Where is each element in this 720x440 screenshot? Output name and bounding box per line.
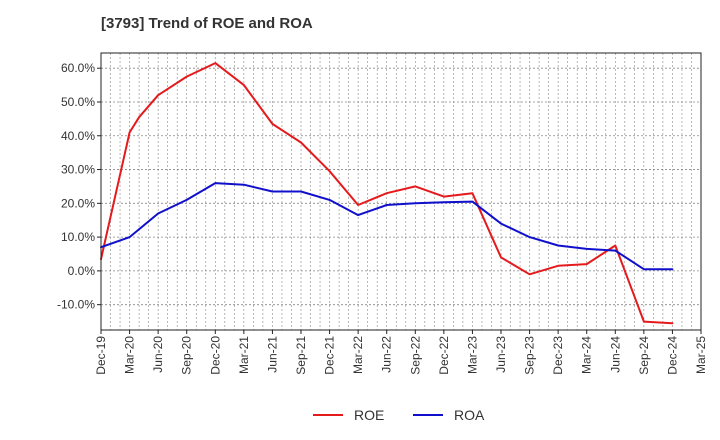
x-tick-label: Sep-20	[180, 336, 194, 375]
y-tick-label: -10.0%	[57, 298, 95, 312]
x-tick-label: Dec-19	[94, 336, 108, 375]
x-tick-label: Dec-24	[665, 336, 679, 375]
x-tick-label: Sep-22	[408, 336, 422, 375]
x-tick-label: Jun-22	[380, 336, 394, 373]
x-tick-label: Mar-23	[465, 336, 479, 374]
y-tick-label: 60.0%	[61, 61, 95, 75]
x-tick-label: Sep-24	[637, 336, 651, 375]
roa-legend-label: ROA	[454, 407, 485, 423]
x-tick-label: Sep-21	[294, 336, 308, 375]
roe-legend-label: ROE	[354, 407, 384, 423]
y-axis-ticks: 60.0% 50.0% 40.0% 30.0% 20.0% 10.0% 0.0% -10.0%	[57, 61, 101, 312]
chart-title: [3793] Trend of ROE and ROA	[101, 15, 313, 32]
roa-line	[100, 182, 674, 271]
roe-line	[100, 62, 674, 325]
x-tick-label: Mar-25	[694, 336, 708, 374]
grid	[101, 53, 701, 330]
x-tick-label: Jun-23	[494, 336, 508, 373]
x-tick-label: Mar-24	[580, 336, 594, 374]
x-tick-label: Mar-22	[351, 336, 365, 374]
series-lines	[100, 62, 674, 325]
x-tick-label: Sep-23	[523, 336, 537, 375]
x-tick-label: Mar-20	[123, 336, 137, 374]
y-tick-label: 20.0%	[61, 196, 95, 210]
y-tick-label: 0.0%	[68, 264, 96, 278]
y-tick-label: 10.0%	[61, 230, 95, 244]
x-tick-label: Mar-21	[237, 336, 251, 374]
legend: ROE ROA	[313, 407, 485, 423]
y-tick-label: 30.0%	[61, 163, 95, 177]
x-tick-label: Jun-20	[151, 336, 165, 373]
y-tick-label: 40.0%	[61, 129, 95, 143]
x-axis-ticks: Dec-19 Mar-20 Jun-20 Sep-20 Dec-20 Mar-21 Jun-…	[94, 330, 708, 375]
y-tick-label: 50.0%	[61, 95, 95, 109]
x-tick-label: Jun-21	[265, 336, 279, 373]
x-tick-label: Jun-24	[608, 336, 622, 373]
plot-frame	[100, 52, 702, 331]
x-tick-label: Dec-21	[323, 336, 337, 375]
x-tick-label: Dec-23	[551, 336, 565, 375]
x-tick-label: Dec-22	[437, 336, 451, 375]
x-tick-label: Dec-20	[208, 336, 222, 375]
